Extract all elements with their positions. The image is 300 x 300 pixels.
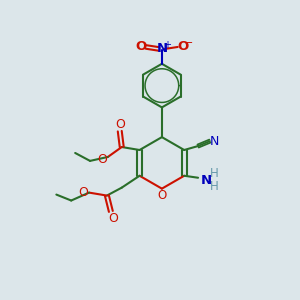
Text: N: N [210, 135, 220, 148]
Text: H: H [209, 180, 218, 193]
Text: O: O [157, 189, 167, 202]
Text: N: N [156, 42, 167, 56]
Text: −: − [184, 38, 193, 48]
Text: +: + [163, 40, 171, 50]
Text: O: O [136, 40, 147, 53]
Text: H: H [209, 167, 218, 180]
Text: O: O [97, 153, 107, 167]
Text: O: O [108, 212, 118, 225]
Text: O: O [78, 186, 88, 199]
Text: O: O [177, 40, 188, 53]
Text: O: O [115, 118, 125, 131]
Text: N: N [200, 174, 211, 187]
